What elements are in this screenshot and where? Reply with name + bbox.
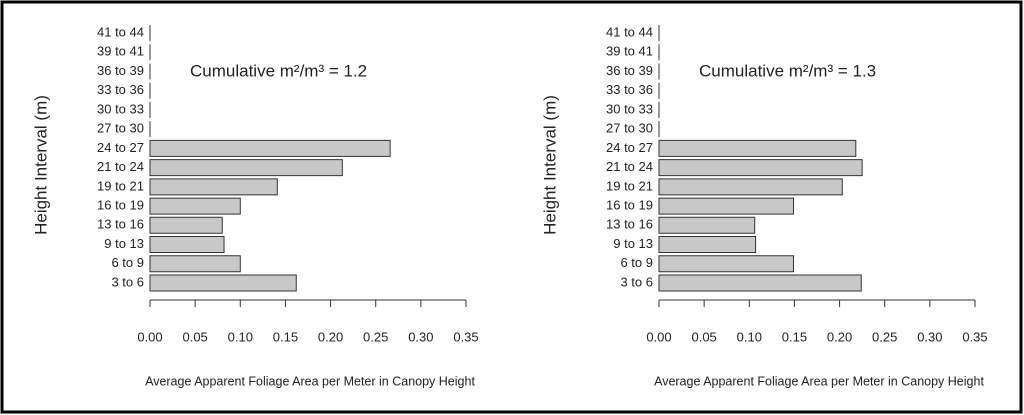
y-axis-label: Height Interval (m) — [31, 95, 50, 235]
y-tick-label: 19 to 21 — [606, 178, 653, 193]
bar — [149, 236, 225, 254]
y-tick-label: 39 to 41 — [606, 44, 653, 59]
x-tick-label: 0.10 — [737, 329, 762, 344]
bar — [658, 197, 795, 215]
y-tick-label: 30 to 33 — [606, 101, 653, 116]
bar — [149, 274, 297, 292]
annotation: Cumulative m²/m³ = 1.2 — [190, 61, 367, 80]
y-tick-label: 41 to 44 — [97, 24, 144, 39]
x-tick-label: 0.20 — [318, 329, 343, 344]
y-tick-label: 36 to 39 — [97, 63, 144, 78]
y-tick-label: 33 to 36 — [97, 82, 144, 97]
x-tick-label: 0.35 — [453, 329, 478, 344]
y-tick-label: 21 to 24 — [606, 159, 653, 174]
x-tick-label: 0.00 — [137, 329, 162, 344]
bar — [149, 178, 278, 196]
x-tick-label: 0.30 — [408, 329, 433, 344]
bar — [149, 159, 343, 177]
y-tick-label: 27 to 30 — [97, 121, 144, 136]
bar — [658, 236, 757, 254]
bar — [149, 255, 241, 273]
x-tick-label: 0.30 — [917, 329, 942, 344]
x-tick-label: 0.15 — [273, 329, 298, 344]
y-tick-label: 24 to 27 — [97, 140, 144, 155]
y-tick-label: 21 to 24 — [97, 159, 144, 174]
bar — [149, 197, 241, 215]
x-tick-label: 0.05 — [691, 329, 716, 344]
bar — [658, 255, 795, 273]
y-axis-label: Height Interval (m) — [540, 95, 559, 235]
x-axis-label: Average Apparent Foliage Area per Meter … — [145, 374, 475, 388]
y-tick-label: 19 to 21 — [97, 178, 144, 193]
y-tick-label: 9 to 13 — [613, 236, 653, 251]
y-tick-label: 13 to 16 — [97, 217, 144, 232]
y-tick-label: 16 to 19 — [606, 198, 653, 213]
bar — [149, 139, 391, 157]
bar — [658, 216, 756, 234]
y-tick-label: 30 to 33 — [97, 101, 144, 116]
annotation: Cumulative m²/m³ = 1.3 — [699, 61, 876, 80]
bar — [149, 216, 223, 234]
x-tick-label: 0.25 — [872, 329, 897, 344]
bar — [658, 159, 863, 177]
y-tick-label: 3 to 6 — [111, 274, 144, 289]
x-tick-label: 0.25 — [363, 329, 388, 344]
x-tick-label: 0.35 — [962, 329, 987, 344]
y-tick-label: 27 to 30 — [606, 121, 653, 136]
x-tick-label: 0.20 — [827, 329, 852, 344]
x-tick-label: 0.10 — [228, 329, 253, 344]
y-tick-label: 36 to 39 — [606, 63, 653, 78]
x-tick-label: 0.00 — [646, 329, 671, 344]
y-tick-label: 6 to 9 — [620, 255, 653, 270]
y-tick-label: 3 to 6 — [620, 274, 653, 289]
bar — [658, 274, 862, 292]
x-tick-label: 0.15 — [782, 329, 807, 344]
y-tick-label: 9 to 13 — [104, 236, 144, 251]
y-tick-label: 13 to 16 — [606, 217, 653, 232]
bar — [658, 139, 857, 157]
y-tick-label: 6 to 9 — [111, 255, 144, 270]
x-tick-label: 0.05 — [182, 329, 207, 344]
y-tick-label: 16 to 19 — [97, 198, 144, 213]
y-tick-label: 33 to 36 — [606, 82, 653, 97]
bar — [658, 178, 843, 196]
x-axis-label: Average Apparent Foliage Area per Meter … — [654, 374, 984, 388]
y-tick-label: 24 to 27 — [606, 140, 653, 155]
y-tick-label: 41 to 44 — [606, 24, 653, 39]
y-tick-label: 39 to 41 — [97, 44, 144, 59]
